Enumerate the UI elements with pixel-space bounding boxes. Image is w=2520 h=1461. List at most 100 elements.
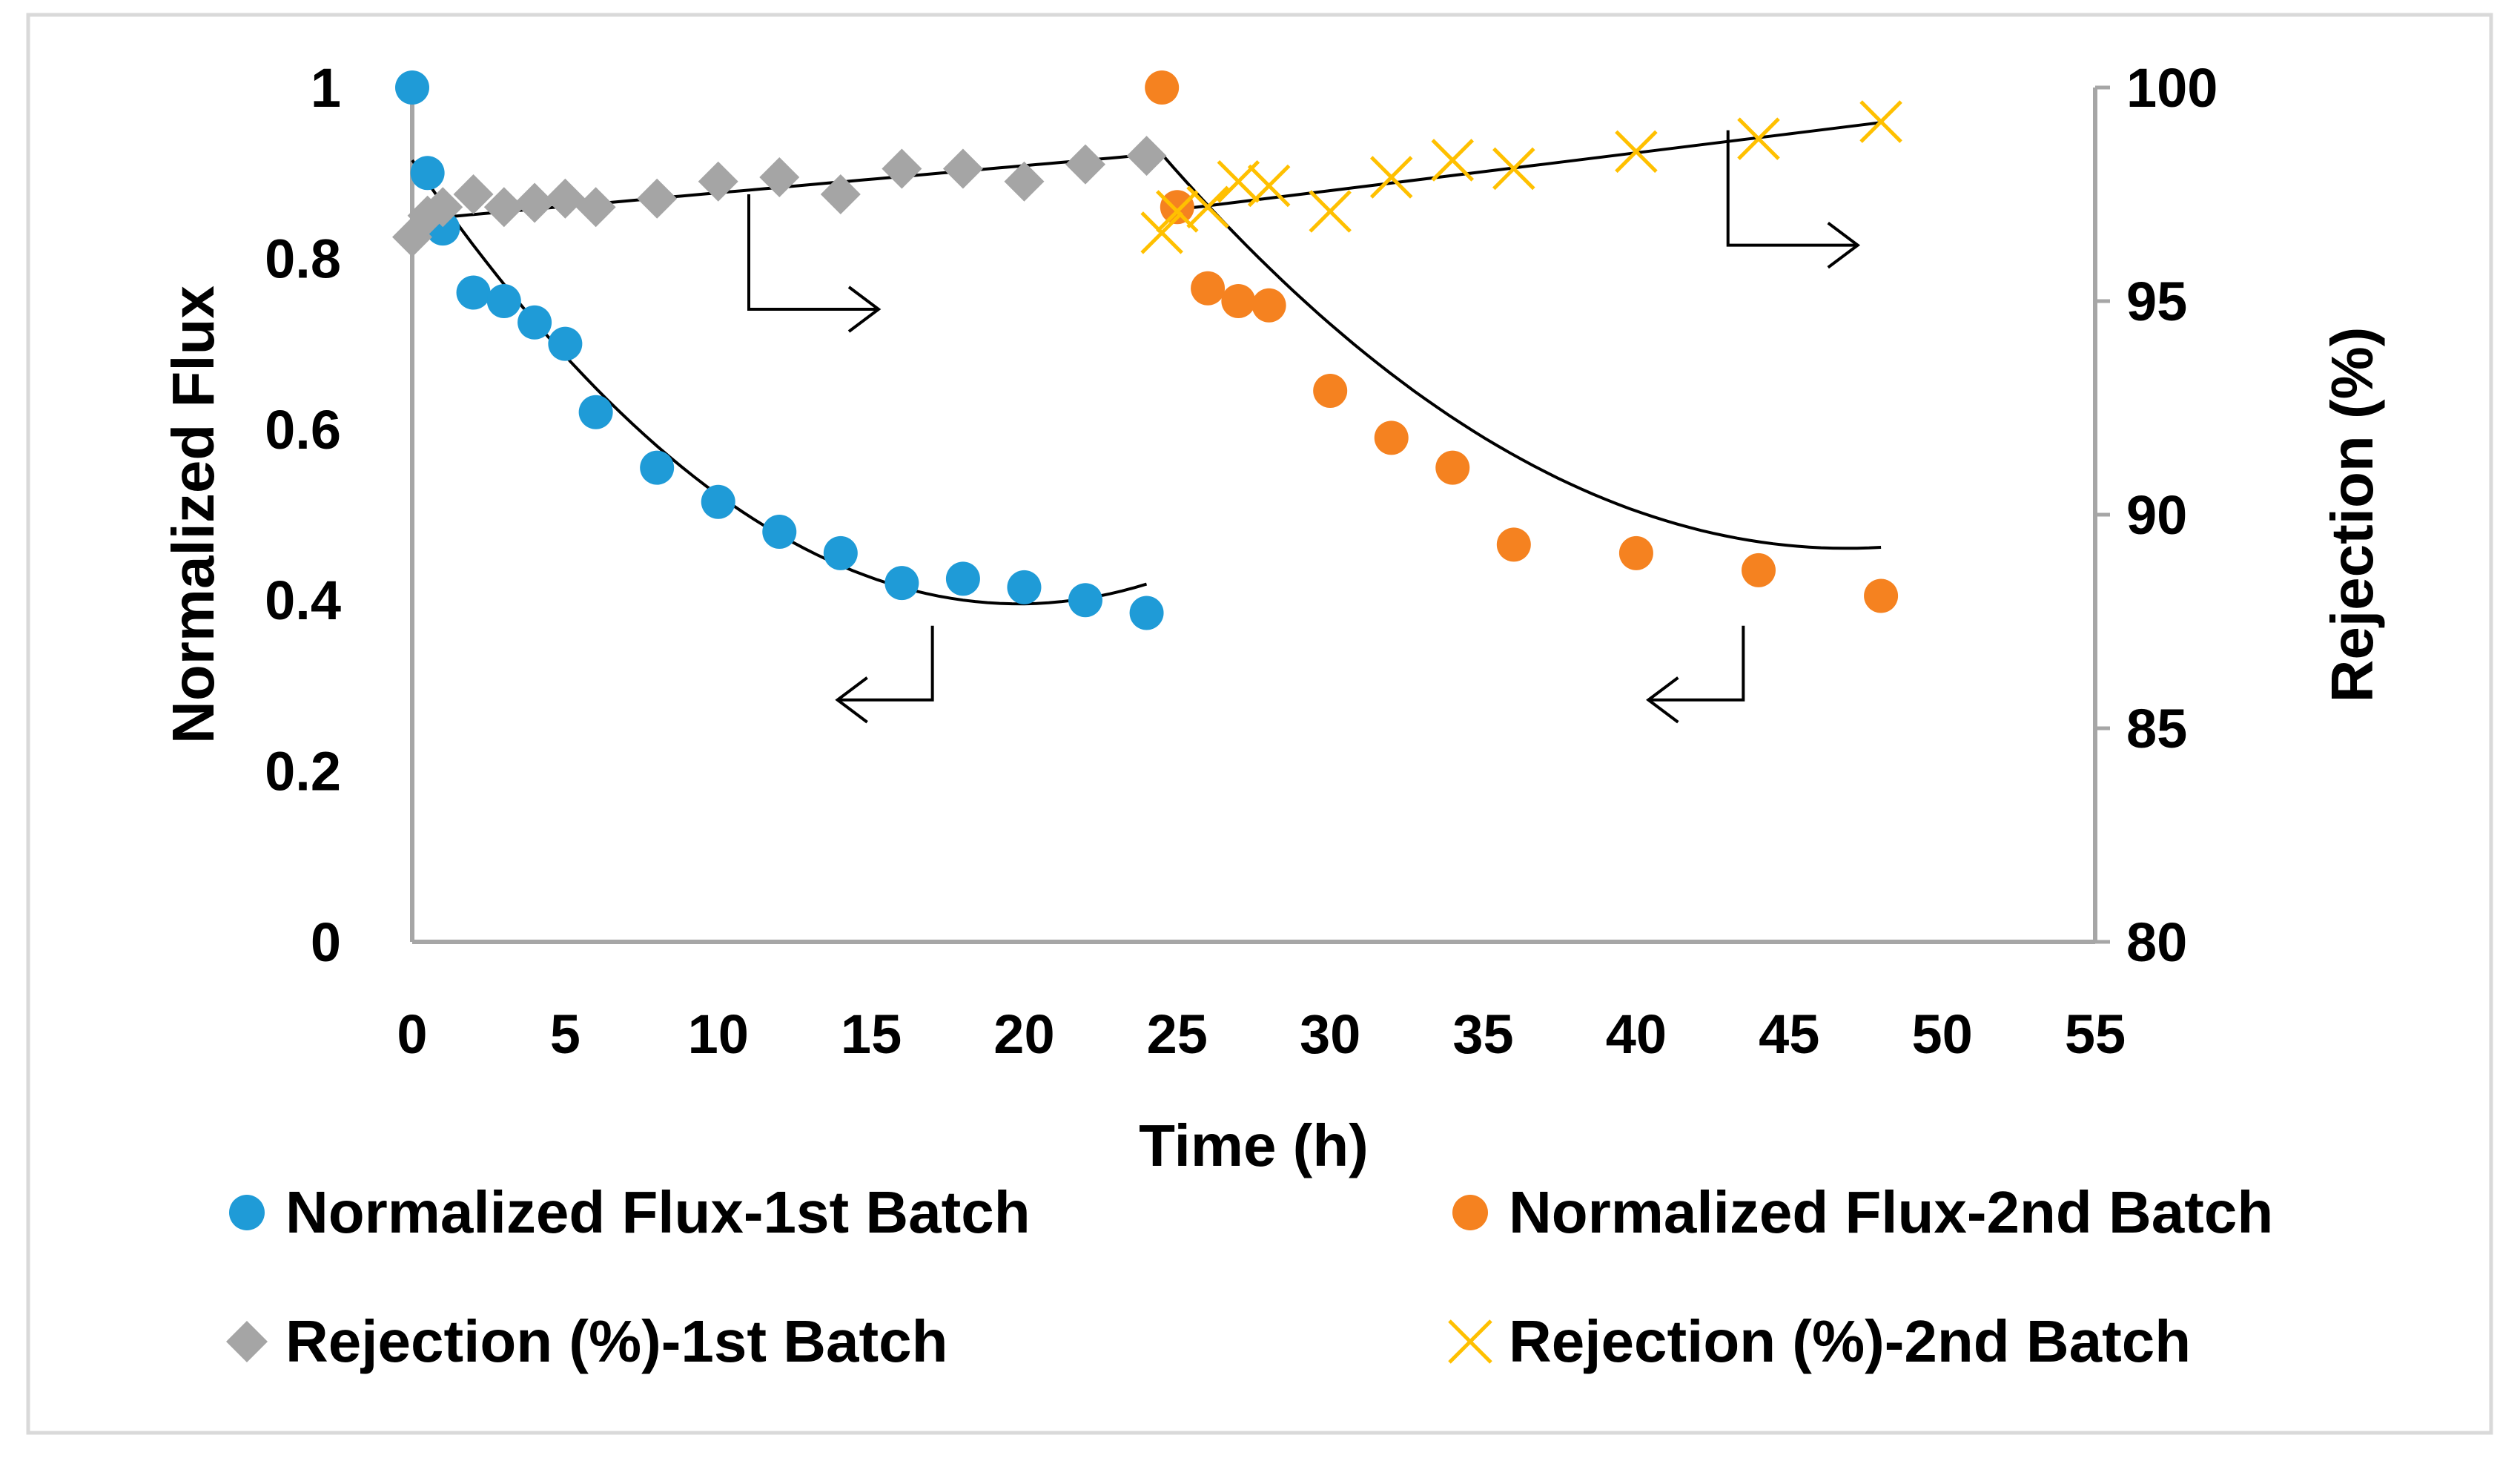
data-point-diamond	[820, 174, 861, 214]
data-point-diamond	[942, 148, 983, 189]
data-point-diamond	[575, 187, 616, 228]
data-point-diamond	[637, 178, 678, 219]
x-axis-title: Time (h)	[1139, 1112, 1369, 1178]
data-point-circle	[762, 515, 797, 550]
data-point-diamond	[1126, 136, 1167, 177]
data-point-circle	[823, 535, 858, 570]
data-point-circle	[1129, 596, 1164, 630]
y-left-axis-title: Normalized Flux	[160, 286, 226, 744]
data-point-diamond	[423, 187, 463, 228]
data-point-circle	[884, 566, 919, 601]
series-rejection-2nd-batch	[1140, 100, 1902, 254]
y-right-tick-label: 90	[2126, 484, 2187, 546]
data-point-circle	[486, 284, 521, 318]
series-rejection-1st-batch	[392, 136, 1167, 257]
legend-item-flux-2nd: Normalized Flux-2nd Batch	[1452, 1179, 2273, 1245]
data-point-circle	[1435, 450, 1470, 485]
data-point-circle	[1221, 284, 1256, 318]
data-point-circle	[1068, 583, 1102, 618]
x-tick-label: 40	[1606, 1003, 1667, 1065]
legend-label: Rejection (%)-1st Batch	[285, 1308, 948, 1374]
legend-label: Normalized Flux-1st Batch	[285, 1179, 1031, 1245]
data-point-x	[1247, 164, 1291, 208]
data-point-diamond	[483, 187, 524, 228]
arrow-2nd-flux	[1646, 625, 1745, 724]
y-right-tick-label: 85	[2126, 698, 2187, 759]
data-point-diamond	[759, 156, 800, 197]
x-tick-label: 10	[688, 1003, 749, 1065]
data-point-x	[1615, 130, 1658, 174]
data-point-circle	[1742, 553, 1776, 587]
legend-marker-circle-orange	[1452, 1195, 1488, 1230]
x-tick-label: 15	[841, 1003, 902, 1065]
data-point-circle	[1145, 70, 1180, 105]
y-left-tick-labels: 0 0.2 0.4 0.6 0.8 1	[265, 57, 341, 973]
data-point-circle	[1618, 535, 1653, 570]
legend-label: Rejection (%)-2nd Batch	[1509, 1308, 2191, 1374]
x-tick-label: 35	[1452, 1003, 1513, 1065]
x-tick-label: 30	[1300, 1003, 1360, 1065]
data-point-circle	[640, 450, 675, 485]
x-tick-label: 20	[993, 1003, 1054, 1065]
arrow-2nd-rejection	[1726, 130, 1861, 269]
legend-marker-x-yellow	[1448, 1319, 1492, 1364]
data-point-circle	[1160, 190, 1194, 225]
data-point-circle	[1313, 373, 1348, 408]
x-tick-label: 50	[1911, 1003, 1972, 1065]
arrow-1st-flux	[835, 625, 934, 724]
data-point-circle	[1007, 570, 1042, 604]
data-point-circle	[945, 561, 980, 596]
legend-marker-circle-blue	[229, 1195, 265, 1230]
y-right-axis-title: Rejection (%)	[2319, 327, 2385, 703]
y-right-tick-marks	[2095, 85, 2110, 944]
data-point-circle	[456, 275, 491, 310]
data-point-diamond	[1004, 161, 1045, 202]
data-point-x	[1369, 156, 1413, 199]
y-left-tick-label: 0	[311, 911, 341, 973]
data-point-diamond	[515, 182, 555, 223]
data-point-circle	[701, 484, 735, 519]
x-tick-label: 55	[2065, 1003, 2126, 1065]
y-right-tick-label: 95	[2126, 271, 2187, 332]
x-tick-label: 0	[397, 1003, 427, 1065]
legend-label: Normalized Flux-2nd Batch	[1509, 1179, 2273, 1245]
data-point-circle	[578, 395, 613, 429]
data-point-circle	[395, 70, 429, 105]
legend: Normalized Flux-1st Batch Normalized Flu…	[226, 1179, 2273, 1374]
data-point-diamond	[453, 174, 494, 214]
y-left-tick-label: 0.8	[265, 228, 341, 289]
data-point-x	[1140, 211, 1183, 254]
x-tick-label: 5	[550, 1003, 581, 1065]
data-point-diamond	[882, 148, 922, 189]
data-point-x	[1186, 185, 1229, 229]
series-normalized-flux-1st-batch	[395, 70, 1164, 630]
data-point-circle	[1374, 421, 1409, 455]
arrow-1st-rejection	[747, 194, 882, 333]
y-left-tick-label: 1	[311, 57, 341, 119]
y-right-tick-label: 80	[2126, 911, 2187, 973]
data-point-diamond	[698, 161, 738, 202]
y-right-tick-labels: 80 85 90 95 100	[2126, 57, 2218, 973]
y-right-tick-label: 100	[2126, 57, 2218, 119]
data-markers	[392, 70, 1902, 630]
data-point-x	[1431, 139, 1475, 182]
x-tick-label: 25	[1147, 1003, 1208, 1065]
data-point-x	[1492, 147, 1535, 191]
data-point-x	[1859, 100, 1902, 143]
data-point-circle	[517, 305, 552, 340]
legend-item-rejection-2nd: Rejection (%)-2nd Batch	[1448, 1308, 2191, 1374]
data-point-x	[1737, 117, 1780, 160]
legend-item-rejection-1st: Rejection (%)-1st Batch	[226, 1308, 948, 1374]
flux-2nd-batch-trend	[1160, 153, 1882, 550]
legend-item-flux-1st: Normalized Flux-1st Batch	[229, 1179, 1031, 1245]
data-point-circle	[1251, 288, 1286, 323]
data-point-x	[1309, 190, 1352, 233]
y-left-tick-label: 0.4	[265, 570, 341, 631]
y-left-tick-label: 0.6	[265, 399, 341, 461]
chart-frame	[26, 13, 2493, 1435]
axis-indicator-arrows	[747, 130, 1861, 724]
data-point-diamond	[545, 178, 586, 219]
x-tick-labels: 0 5 10 15 20 25 30 35 40 45 50 55	[397, 1003, 2126, 1065]
data-point-circle	[548, 326, 583, 361]
